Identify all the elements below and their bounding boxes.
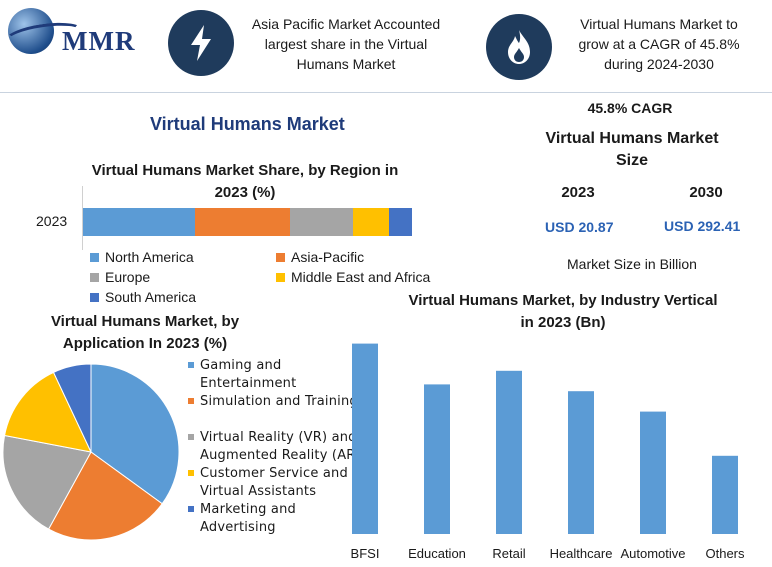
- legend-label: Europe: [105, 269, 151, 285]
- cagr-label: 45.8% CAGR: [587, 100, 673, 116]
- legend-label: South America: [105, 289, 197, 305]
- application-pie-chart: [2, 364, 180, 541]
- legend-asia-pacific: Asia-Pacific: [276, 249, 364, 265]
- region-axis-line: [82, 186, 83, 250]
- x-tick-label: Others: [705, 546, 745, 561]
- bar-others: [712, 455, 738, 534]
- pie-legend-simulation: Simulation and Training: [188, 393, 358, 411]
- callout-1-line-2: largest share in the Virtual: [264, 36, 428, 52]
- x-tick-label: Automotive: [620, 546, 685, 561]
- region-segment-europe: [290, 208, 353, 236]
- callout-asia-pacific: Asia Pacific Market Accounted largest sh…: [236, 14, 456, 74]
- callout-2-line-2: grow at a CAGR of 45.8%: [578, 36, 740, 52]
- legend-swatch: [188, 434, 194, 440]
- pie-legend-marketing: Marketing and Advertising: [188, 501, 296, 537]
- header-divider: [0, 92, 772, 93]
- pie-slice-5: [52, 364, 92, 453]
- market-size-title-line-1: Virtual Humans Market: [545, 130, 719, 147]
- application-chart-title: Virtual Humans Market, by Application In…: [20, 311, 270, 355]
- market-size-title-line-2: Size: [615, 152, 648, 169]
- value-2023: USD 20.87: [545, 219, 614, 235]
- legend-south-america: South America: [90, 289, 196, 305]
- industry-bar-chart: BFSI Education Retail Healthcare Automotive O…: [351, 343, 745, 561]
- vertical-chart-title-line-2: in 2023 (Bn): [520, 314, 606, 331]
- legend-label: Gaming and: [200, 358, 282, 373]
- legend-label: Virtual Reality (VR) and: [200, 430, 357, 445]
- callout-1-line-3: Humans Market: [296, 56, 396, 72]
- pie-slice-4: [3, 371, 92, 453]
- legend-label: Asia-Pacific: [291, 249, 365, 265]
- application-chart-title-line-2: Application In 2023 (%): [62, 335, 228, 352]
- legend-label: Entertainment: [200, 376, 297, 391]
- region-segment-asia-pacific: [194, 208, 291, 236]
- pie-legend-customer-service: Customer Service and Virtual Assistants: [188, 465, 348, 501]
- flame-icon: [486, 14, 552, 80]
- legend-swatch: [90, 292, 99, 302]
- pie-slice-2: [47, 451, 163, 541]
- legend-label: Advertising: [200, 520, 276, 535]
- legend-swatch: [188, 398, 194, 404]
- region-segment-middle-east-and-africa: [352, 208, 389, 236]
- legend-label: Middle East and Africa: [291, 269, 431, 285]
- legend-label: Marketing and: [200, 502, 296, 517]
- region-segment-north-america: [83, 208, 195, 236]
- x-tick-label: Healthcare: [550, 546, 613, 561]
- value-2030: USD 292.41: [664, 218, 741, 234]
- region-chart-title-line-1: Virtual Humans Market Share, by Region i…: [91, 162, 399, 179]
- main-title: Virtual Humans Market: [150, 114, 345, 134]
- legend-label: Augmented Reality (AR): [200, 448, 361, 463]
- pie-slice-1: [90, 364, 180, 505]
- vertical-chart-title: Virtual Humans Market, by Industry Verti…: [388, 290, 738, 334]
- legend-label: Virtual Assistants: [200, 484, 317, 499]
- bar-automotive: [640, 411, 666, 534]
- legend-label: North America: [105, 249, 194, 265]
- bar-bfsi: [352, 343, 378, 534]
- callout-1-line-1: Asia Pacific Market Accounted: [251, 16, 441, 32]
- legend-swatch: [276, 252, 285, 262]
- legend-swatch: [90, 252, 99, 262]
- x-tick-label: Education: [408, 546, 466, 561]
- lightning-icon: [168, 10, 234, 76]
- callout-2-line-1: Virtual Humans Market to: [580, 16, 738, 32]
- legend-europe: Europe: [90, 269, 150, 285]
- x-tick-label: BFSI: [351, 546, 380, 561]
- market-size-title: Virtual Humans Market Size: [520, 128, 744, 172]
- region-category-label: 2023: [36, 213, 68, 229]
- legend-swatch: [90, 272, 99, 282]
- region-stacked-bar: [83, 208, 412, 236]
- legend-label: Simulation and Training: [200, 394, 358, 409]
- legend-north-america: North America: [90, 249, 194, 265]
- logo-text: MMR: [62, 26, 136, 56]
- callout-cagr: Virtual Humans Market to grow at a CAGR …: [564, 14, 754, 74]
- application-chart-title-line-1: Virtual Humans Market, by: [50, 313, 240, 330]
- legend-mea: Middle East and Africa: [276, 269, 430, 285]
- header-band: [0, 0, 772, 92]
- region-chart-title: Virtual Humans Market Share, by Region i…: [70, 160, 420, 204]
- legend-swatch: [276, 272, 285, 282]
- vertical-chart-title-line-1: Virtual Humans Market, by Industry Verti…: [408, 292, 718, 309]
- pie-slice-3: [2, 434, 92, 530]
- x-tick-label: Retail: [492, 546, 525, 561]
- region-segment-south-america: [388, 208, 412, 236]
- legend-label: Customer Service and: [200, 466, 348, 481]
- pie-legend-gaming: Gaming and Entertainment: [188, 357, 296, 393]
- legend-swatch: [188, 506, 194, 512]
- legend-swatch: [188, 470, 194, 476]
- year-2023: 2023: [561, 184, 595, 201]
- legend-swatch: [188, 362, 194, 368]
- year-2030: 2030: [689, 184, 723, 201]
- bar-education: [424, 384, 450, 534]
- market-size-unit-note: Market Size in Billion: [567, 256, 697, 272]
- bar-retail: [496, 370, 522, 534]
- region-chart-title-line-2: 2023 (%): [214, 184, 276, 201]
- pie-legend-vr-ar: Virtual Reality (VR) and Augmented Reali…: [188, 429, 361, 465]
- bar-healthcare: [568, 391, 594, 534]
- logo-globe-icon: [8, 8, 54, 54]
- callout-2-line-3: during 2024-2030: [604, 56, 714, 72]
